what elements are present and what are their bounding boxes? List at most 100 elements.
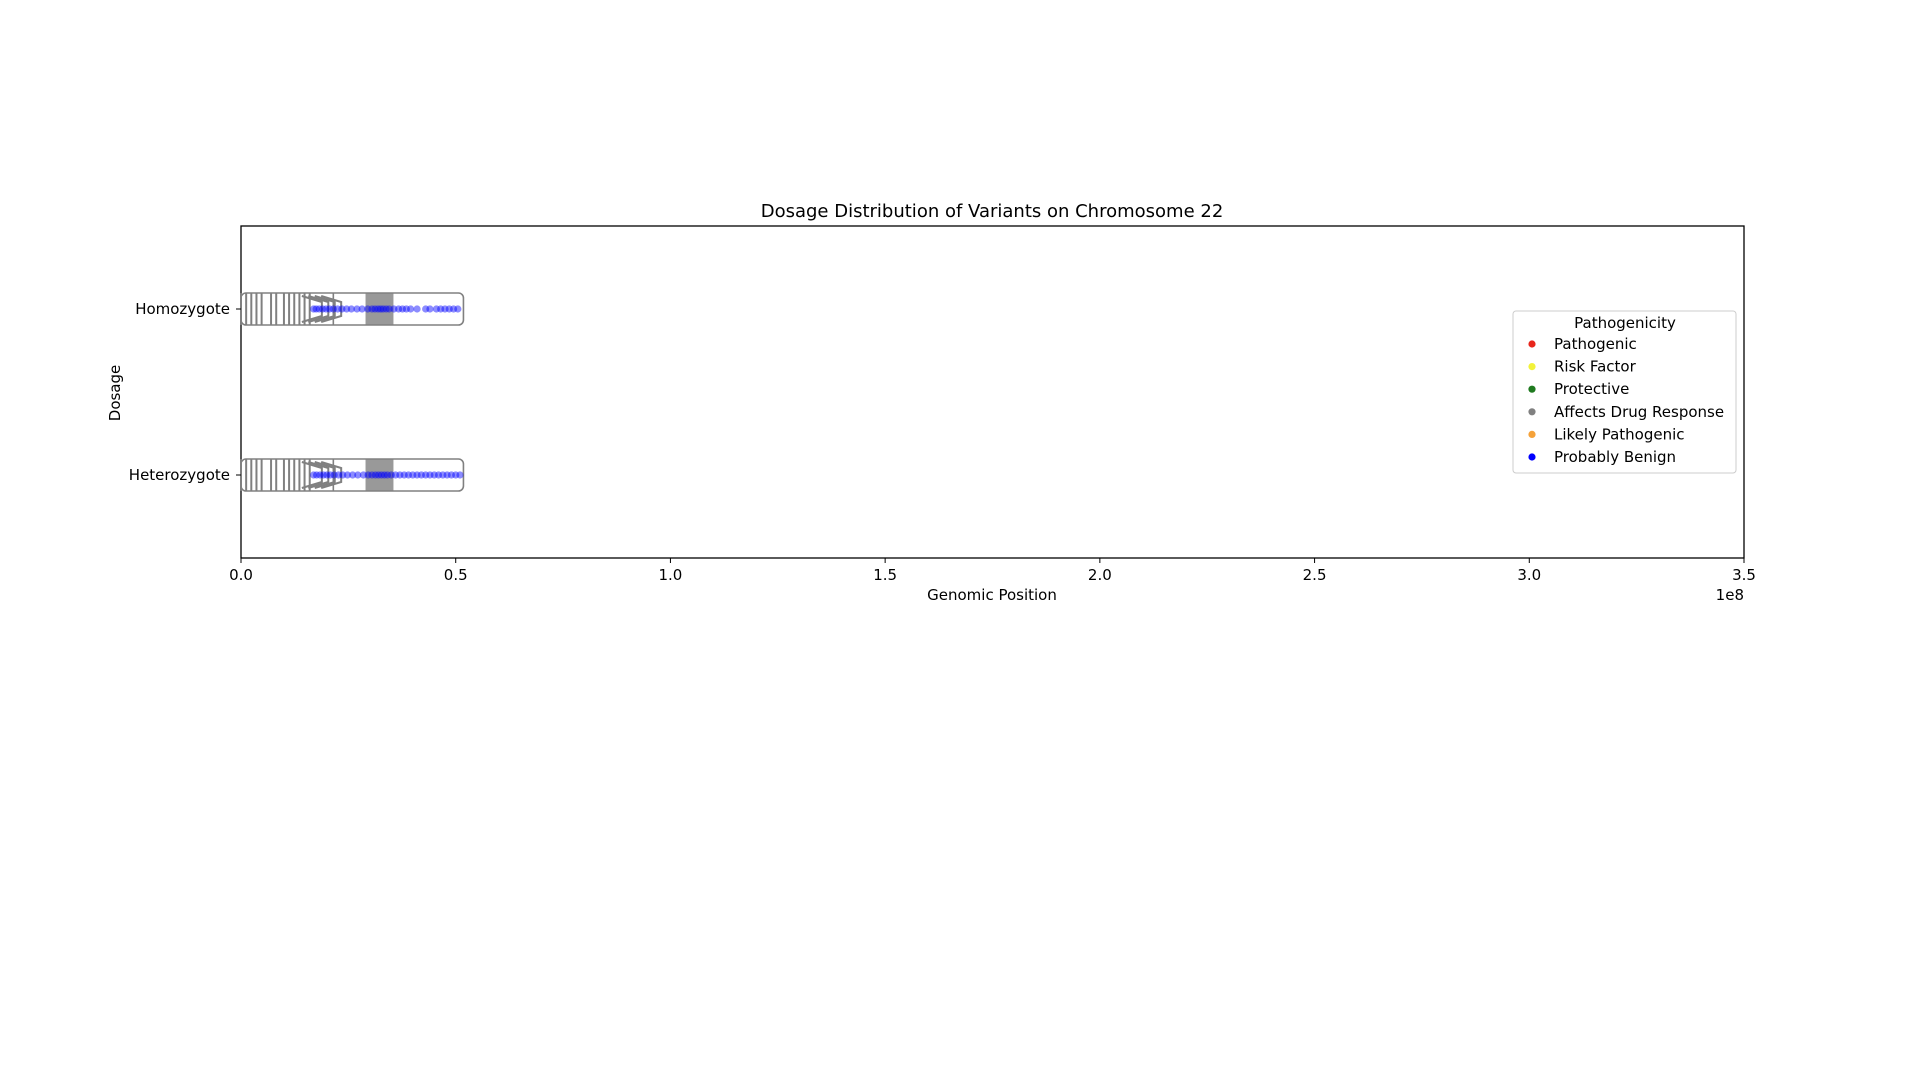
data-point-probably-benign (347, 305, 355, 313)
data-point-probably-benign (330, 471, 338, 479)
data-point-probably-benign (452, 471, 460, 479)
data-point-probably-benign (383, 471, 392, 479)
legend: Pathogenicity Pathogenic Risk Factor Prote… (1512, 310, 1737, 474)
data-points-layer (309, 305, 464, 479)
data-point-probably-benign (395, 305, 403, 313)
data-point-probably-benign (404, 471, 413, 479)
data-point-probably-benign (339, 471, 347, 479)
data-point-probably-benign (387, 471, 395, 479)
y-axis: Homozygote Heterozygote (129, 300, 241, 484)
data-point-probably-benign (309, 471, 318, 479)
legend-marker (1528, 453, 1536, 461)
x-offset-label: 1e8 (1716, 586, 1744, 604)
data-point-probably-benign (325, 305, 334, 313)
legend-label: Likely Pathogenic (1554, 425, 1685, 443)
data-point-probably-benign (380, 471, 389, 479)
y-axis-label: Dosage (106, 365, 124, 421)
data-point-probably-benign (449, 305, 458, 313)
data-point-probably-benign (334, 471, 343, 479)
data-point-probably-benign (312, 471, 321, 479)
legend-box (1512, 310, 1737, 474)
data-point-probably-benign (439, 471, 447, 479)
data-point-probably-benign (376, 305, 385, 313)
x-axis: 0.0 0.5 1.0 1.5 2.0 2.5 3.0 3.5 (229, 558, 1756, 584)
data-point-probably-benign (318, 305, 327, 313)
data-point-probably-benign (422, 305, 430, 313)
ideogram-chevron (301, 461, 323, 489)
ideogram-chevron (320, 461, 343, 489)
data-point-probably-benign (319, 471, 328, 479)
data-point-probably-benign (426, 305, 434, 313)
data-point-probably-benign (391, 471, 400, 479)
data-point-probably-benign (426, 471, 434, 479)
data-point-probably-benign (379, 305, 387, 313)
x-axis-label: Genomic Position (927, 586, 1057, 604)
data-point-probably-benign (417, 471, 425, 479)
data-point-probably-benign (334, 305, 342, 313)
data-point-probably-benign (382, 305, 390, 313)
data-point-probably-benign (359, 471, 367, 479)
data-point-probably-benign (368, 471, 376, 479)
legend-marker (1528, 385, 1536, 393)
data-point-probably-benign (443, 471, 451, 479)
data-point-probably-benign (358, 305, 366, 313)
legend-marker (1528, 408, 1536, 416)
ideogram-chevron (314, 295, 336, 323)
ideogram-chevron (308, 295, 330, 323)
legend-label: Pathogenic (1554, 335, 1637, 353)
x-tick-label: 3.5 (1732, 566, 1756, 584)
data-point-probably-benign (329, 305, 337, 313)
data-point-probably-benign (338, 305, 346, 313)
x-tick-label: 2.5 (1303, 566, 1327, 584)
data-point-probably-benign (437, 305, 445, 313)
data-point-probably-benign (441, 305, 449, 313)
data-point-probably-benign (409, 471, 417, 479)
ideogram-chevron (301, 295, 323, 323)
data-point-probably-benign (447, 471, 456, 479)
data-point-probably-benign (368, 305, 376, 313)
x-tick-label: 0.5 (444, 566, 468, 584)
plot-area (240, 225, 1745, 559)
legend-title: Pathogenicity (1574, 314, 1676, 332)
x-tick-label: 0.0 (229, 566, 253, 584)
legend-label: Probably Benign (1554, 448, 1676, 466)
data-point-probably-benign (377, 471, 386, 479)
data-point-probably-benign (326, 471, 334, 479)
ideogram-layer (240, 283, 465, 501)
data-point-probably-benign (343, 305, 351, 313)
data-point-probably-benign (364, 471, 372, 479)
data-point-probably-benign (385, 305, 393, 313)
data-point-probably-benign (315, 305, 323, 313)
data-point-probably-benign (374, 305, 382, 313)
ideogram-chevron (314, 461, 336, 489)
data-point-probably-benign (430, 471, 438, 479)
y-tick-label-homozygote: Homozygote (135, 300, 230, 318)
data-point-probably-benign (432, 305, 440, 313)
data-point-probably-benign (316, 471, 324, 479)
data-point-probably-benign (434, 471, 443, 479)
legend-label: Risk Factor (1554, 358, 1637, 376)
centromere-band (365, 293, 394, 325)
centromere-band (365, 459, 394, 491)
data-point-probably-benign (445, 305, 453, 313)
data-point-probably-benign (454, 305, 462, 313)
ideogram-chevron (320, 295, 343, 323)
data-point-probably-benign (343, 471, 352, 479)
legend-label: Protective (1554, 380, 1629, 398)
x-tick-label: 2.0 (1088, 566, 1112, 584)
chart-title: Dosage Distribution of Variants on Chrom… (761, 201, 1224, 222)
legend-marker (1528, 363, 1536, 371)
legend-marker (1528, 340, 1536, 348)
x-tick-label: 3.0 (1517, 566, 1541, 584)
data-point-probably-benign (400, 471, 408, 479)
data-point-probably-benign (456, 471, 464, 479)
data-point-probably-benign (312, 305, 320, 313)
data-point-probably-benign (402, 305, 410, 313)
data-point-probably-benign (374, 471, 383, 479)
data-point-probably-benign (322, 305, 330, 313)
data-point-probably-benign (364, 305, 372, 313)
data-point-probably-benign (323, 471, 331, 479)
data-point-probably-benign (354, 471, 362, 479)
x-tick-label: 1.0 (658, 566, 682, 584)
